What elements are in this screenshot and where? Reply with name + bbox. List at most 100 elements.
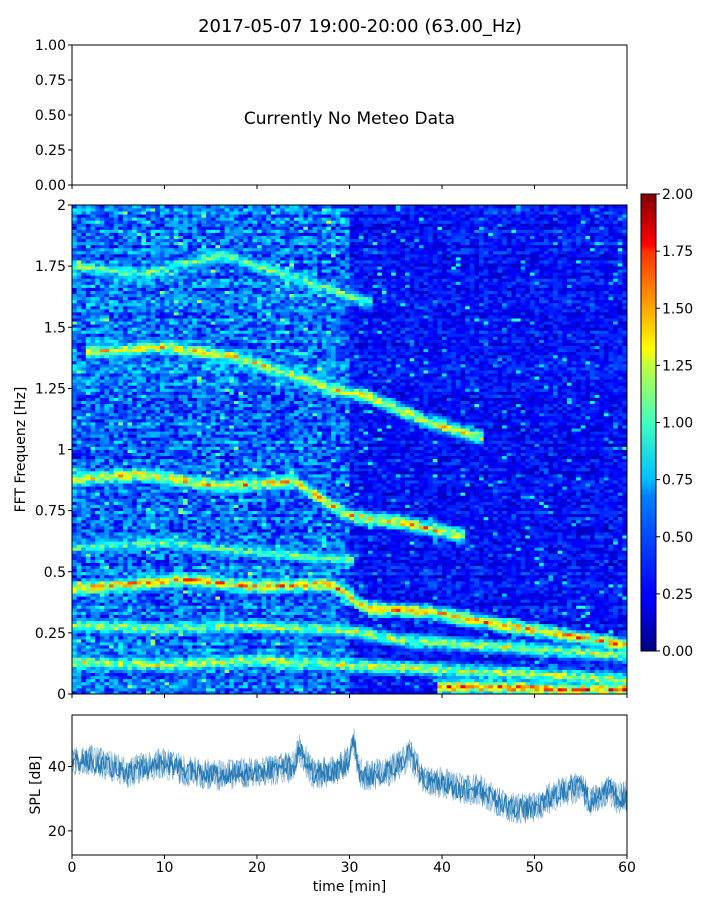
spectrogram-cell — [336, 645, 341, 648]
spectrogram-cell — [192, 611, 197, 614]
spectrogram-cell — [498, 575, 503, 578]
spectrogram-cell — [169, 685, 174, 688]
spectrogram-cell — [493, 651, 498, 654]
spectrogram-cell — [599, 645, 604, 648]
spectrogram-cell — [387, 651, 392, 654]
spectrogram-cell — [461, 688, 466, 691]
spectrogram-cell — [359, 596, 364, 599]
spectrogram-cell — [502, 572, 507, 575]
spectrogram-cell — [405, 636, 410, 639]
spectrogram-cell — [257, 633, 262, 636]
spectrogram-cell — [137, 663, 142, 666]
spectrogram-cell — [433, 630, 438, 633]
spectrogram-cell — [442, 627, 447, 630]
spectrogram-cell — [285, 633, 290, 636]
spectrogram-cell — [558, 633, 563, 636]
spectrogram-cell — [400, 654, 405, 657]
spectrogram-cell — [197, 615, 202, 618]
spectrogram-cell — [294, 682, 299, 685]
spectrogram-cell — [95, 636, 100, 639]
spectrogram-cell — [609, 648, 614, 651]
spectrogram-cell — [595, 581, 600, 584]
spectrogram-cell — [137, 633, 142, 636]
spectrogram-cell — [248, 615, 253, 618]
spectrogram-cell — [474, 621, 479, 624]
spectrogram-cell — [211, 569, 216, 572]
spectrogram-cell — [322, 593, 327, 596]
spectrogram-cell — [562, 578, 567, 581]
spectrogram-cell — [511, 593, 516, 596]
spectrogram-cell — [516, 584, 521, 587]
spectrogram-cell — [77, 639, 82, 642]
spectrogram-cell — [183, 602, 188, 605]
spectrogram-cell — [345, 639, 350, 642]
spectrogram-cell — [313, 666, 318, 669]
spectrogram-cell — [123, 569, 128, 572]
spectrogram-cell — [72, 575, 77, 578]
spectrogram-cell — [183, 621, 188, 624]
spectrogram-cell — [81, 618, 86, 621]
spectrogram-cell — [91, 599, 96, 602]
spectrogram-cell — [109, 673, 114, 676]
spectrogram-cell — [104, 618, 109, 621]
spectrogram-cell — [331, 654, 336, 657]
spectrogram-cell — [400, 584, 405, 587]
spectrogram-cell — [178, 566, 183, 569]
spectrogram-cell — [465, 676, 470, 679]
spectrogram-cell — [155, 608, 160, 611]
spectrogram-cell — [548, 615, 553, 618]
spectrogram-cell — [345, 679, 350, 682]
spectrogram-cell — [165, 581, 170, 584]
spectrogram-cell — [72, 660, 77, 663]
spectrogram-cell — [77, 581, 82, 584]
spectrogram-cell — [484, 618, 489, 621]
spectrogram-cell — [128, 624, 133, 627]
spectrogram-cell — [294, 639, 299, 642]
spectrogram-cell — [118, 587, 123, 590]
spectrogram-cell — [104, 566, 109, 569]
spectrogram-cell — [604, 651, 609, 654]
spectrogram-cell — [405, 581, 410, 584]
spectrogram-cell — [437, 575, 442, 578]
spectrogram-cell — [613, 630, 618, 633]
spectrogram-cell — [618, 679, 623, 682]
spectrogram-cell — [595, 636, 600, 639]
spectrogram-cell — [548, 682, 553, 685]
spectrogram-cell — [225, 648, 230, 651]
spectrogram-cell — [428, 648, 433, 651]
spectrogram-cell — [502, 648, 507, 651]
spectrogram-cell — [215, 599, 220, 602]
spectrogram-cell — [581, 685, 586, 688]
spectrogram-cell — [461, 575, 466, 578]
spectrogram-cell — [299, 590, 304, 593]
spectrogram-cell — [539, 578, 544, 581]
spectrogram-cell — [400, 581, 405, 584]
spectrogram-cell — [461, 602, 466, 605]
spectrogram-cell — [174, 660, 179, 663]
spectrogram-cell — [387, 593, 392, 596]
spectrogram-cell — [585, 575, 590, 578]
spectrogram-cell — [248, 676, 253, 679]
spectrogram-cell — [410, 575, 415, 578]
spectrogram-cell — [276, 660, 281, 663]
spectrogram-cell — [590, 630, 595, 633]
spectrogram-cell — [234, 627, 239, 630]
spectrogram-cell — [525, 633, 530, 636]
spectrogram-cell — [109, 639, 114, 642]
spectrogram-cell — [183, 575, 188, 578]
spectrogram-cell — [391, 633, 396, 636]
spectrogram-cell — [243, 575, 248, 578]
spectrogram-cell — [141, 624, 146, 627]
spectrogram-cell — [581, 639, 586, 642]
spectrogram-cell — [590, 663, 595, 666]
spectrogram-cell — [442, 584, 447, 587]
spectrogram-cell — [609, 584, 614, 587]
spectrogram-cell — [220, 663, 225, 666]
spectrogram-cell — [285, 602, 290, 605]
spectrogram-cell — [618, 670, 623, 673]
spectrogram-cell — [243, 581, 248, 584]
spectrogram-cell — [104, 645, 109, 648]
spectrogram-cell — [77, 660, 82, 663]
spectrogram-cell — [86, 648, 91, 651]
spectrogram-cell — [262, 685, 267, 688]
